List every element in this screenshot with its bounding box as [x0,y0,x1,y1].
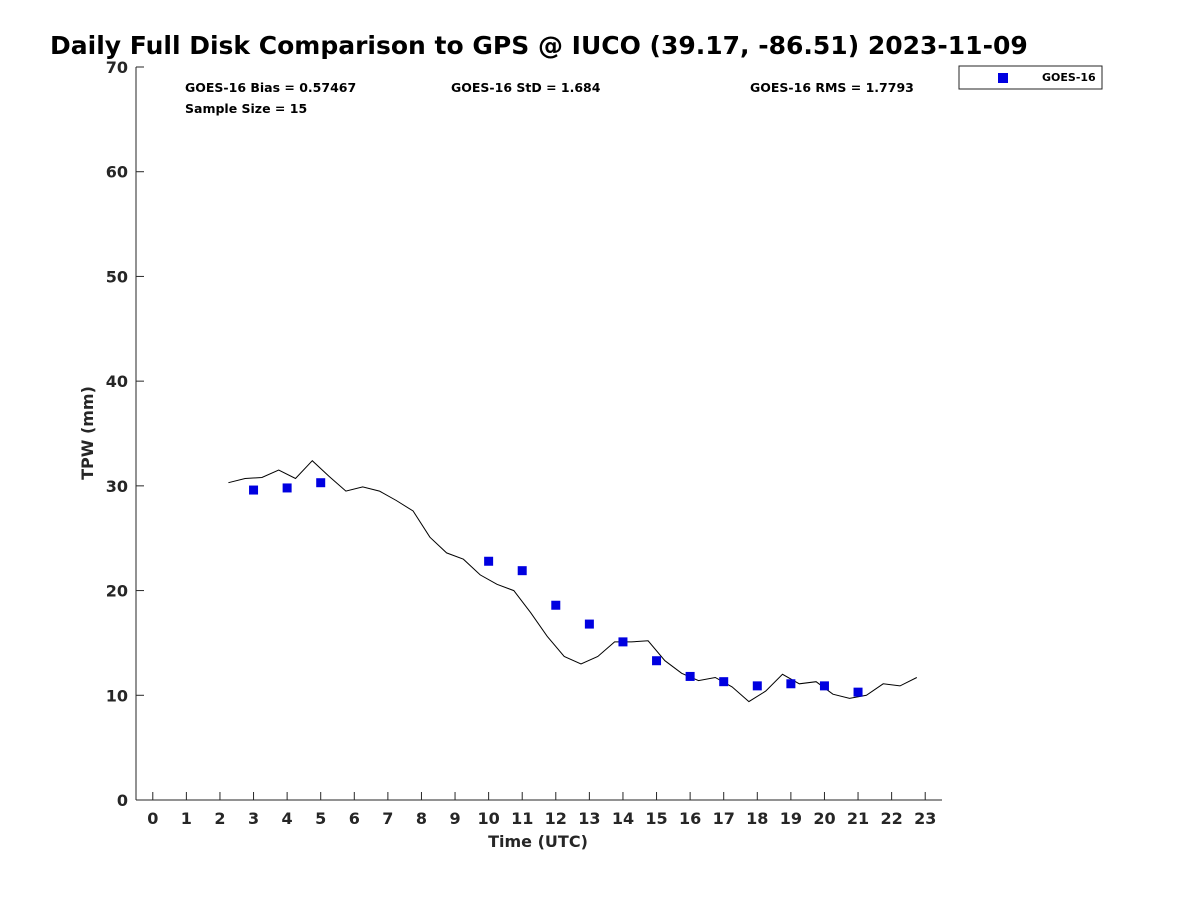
y-axis-label: TPW (mm) [78,386,97,480]
std-stat: GOES-16 StD = 1.684 [451,80,601,95]
x-tick-label: 21 [847,809,869,828]
x-tick-label: 16 [679,809,701,828]
sample-size-stat: Sample Size = 15 [185,101,307,116]
goes16-point [584,619,594,629]
goes16-point [652,656,662,666]
rms-stat: GOES-16 RMS = 1.7793 [750,80,914,95]
legend: GOES-16 [958,65,1103,90]
x-axis-label: Time (UTC) [488,832,588,851]
y-tick-label: 50 [106,267,128,286]
legend-marker [998,73,1008,83]
y-tick-label: 30 [106,477,128,496]
x-tick-label: 19 [780,809,802,828]
x-tick-label: 20 [813,809,835,828]
bias-stat: GOES-16 Bias = 0.57467 [185,80,356,95]
goes16-point [282,483,292,493]
goes16-point [618,637,628,647]
x-tick-label: 8 [416,809,427,828]
x-tick-label: 0 [147,809,158,828]
y-tick-label: 20 [106,582,128,601]
goes16-point [819,681,829,691]
x-tick-label: 11 [511,809,533,828]
y-tick-label: 70 [106,58,128,77]
y-tick-label: 0 [117,791,128,810]
x-tick-label: 1 [181,809,192,828]
y-tick-label: 10 [106,686,128,705]
x-tick-label: 23 [914,809,936,828]
x-tick-label: 22 [880,809,902,828]
x-tick-label: 5 [315,809,326,828]
x-tick-label: 7 [382,809,393,828]
x-tick-label: 13 [578,809,600,828]
y-tick-label: 40 [106,372,128,391]
goes16-point [853,687,863,697]
goes16-point [551,600,561,610]
x-tick-label: 6 [349,809,360,828]
goes16-point [316,478,326,488]
x-tick-label: 4 [282,809,293,828]
goes16-point [786,679,796,689]
x-tick-label: 2 [214,809,225,828]
goes16-point [685,671,695,681]
goes16-point [719,677,729,687]
legend-label: GOES-16 [1042,71,1096,84]
x-tick-label: 15 [645,809,667,828]
x-tick-label: 3 [248,809,259,828]
x-tick-label: 9 [449,809,460,828]
y-tick-label: 60 [106,163,128,182]
gps-line [228,459,918,703]
goes16-point [484,556,494,566]
goes16-point [517,566,527,576]
x-tick-label: 18 [746,809,768,828]
x-tick-label: 10 [477,809,499,828]
legend-box [958,65,1103,90]
goes16-point [249,485,259,495]
x-tick-label: 14 [612,809,634,828]
chart-title: Daily Full Disk Comparison to GPS @ IUCO… [50,31,1028,60]
x-tick-label: 12 [545,809,567,828]
x-tick-label: 17 [713,809,735,828]
goes16-point [752,681,762,691]
